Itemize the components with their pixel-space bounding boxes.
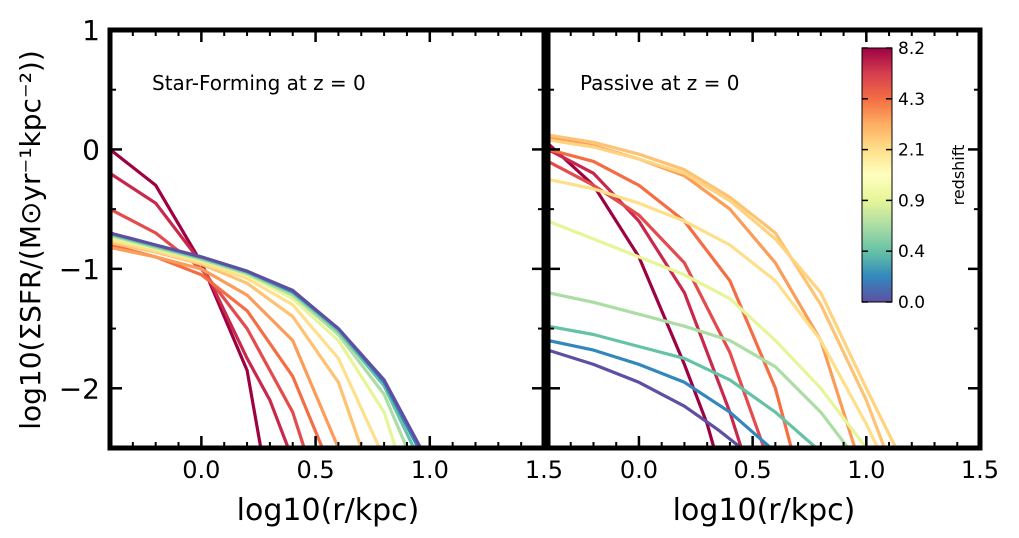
passive-series-z-0.9 — [548, 219, 868, 448]
star-forming-series-z-0.4 — [110, 232, 416, 448]
passive-series-z-1.5 — [548, 177, 880, 448]
star-forming-series-z-6 — [110, 171, 290, 448]
star-forming-series-z-0.6 — [110, 233, 409, 448]
passive-series-z-0 — [548, 348, 743, 448]
passive-series-group — [548, 133, 898, 448]
colorbar-gradient — [861, 47, 893, 303]
star-forming-x-tick-label: 1.0 — [411, 456, 449, 484]
star-forming-series-z-1.5 — [110, 238, 382, 448]
star-forming-frame — [107, 27, 547, 451]
tick-labels: 0.0 0.5 1.0 1.5 1 0 −1 −2 0.0 0.5 1.0 1.5 — [59, 14, 999, 484]
y-tick-label: 1 — [82, 14, 100, 47]
star-forming-ticks — [110, 28, 546, 448]
passive-ticks — [548, 28, 982, 448]
star-forming-series-z-0 — [110, 231, 423, 448]
passive-series-z-4.3 — [548, 159, 766, 448]
star-forming-series-z-3.3 — [110, 243, 324, 448]
passive-x-tick-label: 0.5 — [734, 456, 772, 484]
star-forming-title: Star-Forming at z = 0 — [152, 71, 366, 95]
passive-series-z-8.2 — [548, 141, 716, 448]
passive-x-tick-label: 1.5 — [961, 456, 999, 484]
star-forming-series-z-0.2 — [110, 231, 420, 448]
star-forming-series-group — [110, 147, 423, 448]
star-forming-x-tick-label: 1.5 — [525, 456, 563, 484]
y-tick-label: −1 — [59, 253, 100, 286]
passive-panel: Passive at z = 0 — [545, 27, 983, 451]
redshift-colorbar: 8.2 4.3 2.1 0.9 0.4 0.0 redshift — [861, 39, 968, 313]
star-forming-series-z-8.2 — [110, 147, 263, 448]
colorbar-label: redshift — [949, 145, 968, 206]
x-axis-label-left: log10(r/kpc) — [237, 493, 420, 528]
colorbar-ticks: 8.2 4.3 2.1 0.9 0.4 0.0 — [862, 39, 925, 313]
colorbar-tick-label: 2.1 — [898, 141, 925, 161]
star-forming-x-tick-label: 0.5 — [296, 456, 334, 484]
colorbar-tick-label: 0.0 — [898, 293, 925, 313]
passive-title: Passive at z = 0 — [580, 71, 739, 95]
passive-series-z-2.1 — [548, 133, 887, 448]
passive-series-z-1.8 — [548, 138, 898, 448]
y-tick-label: −2 — [59, 372, 100, 405]
passive-frame — [545, 27, 983, 451]
star-forming-panel: Star-Forming at z = 0 — [107, 27, 547, 451]
colorbar-tick-label: 0.9 — [898, 191, 925, 211]
passive-series-z-0.6 — [548, 291, 850, 448]
star-forming-series-z-4.3 — [110, 207, 306, 448]
colorbar-tick-label: 4.3 — [898, 90, 925, 110]
passive-x-tick-label: 1.0 — [847, 456, 885, 484]
passive-series-z-3.3 — [548, 147, 793, 448]
colorbar-tick-label: 8.2 — [898, 39, 925, 59]
y-axis-label: log10(ΣSFR/(M⊙yr⁻¹kpc⁻²)) — [14, 50, 47, 430]
passive-series-z-0.4 — [548, 324, 818, 448]
x-axis-label-right: log10(r/kpc) — [673, 493, 856, 528]
star-forming-x-tick-label: 0.0 — [182, 456, 220, 484]
passive-series-z-0.2 — [548, 338, 773, 448]
star-forming-series-z-2.6 — [110, 245, 340, 448]
passive-series-z-6 — [548, 147, 743, 448]
colorbar-tick-label: 0.4 — [898, 242, 925, 262]
y-tick-label: 0 — [82, 133, 100, 166]
passive-x-tick-label: 0.0 — [620, 456, 658, 484]
